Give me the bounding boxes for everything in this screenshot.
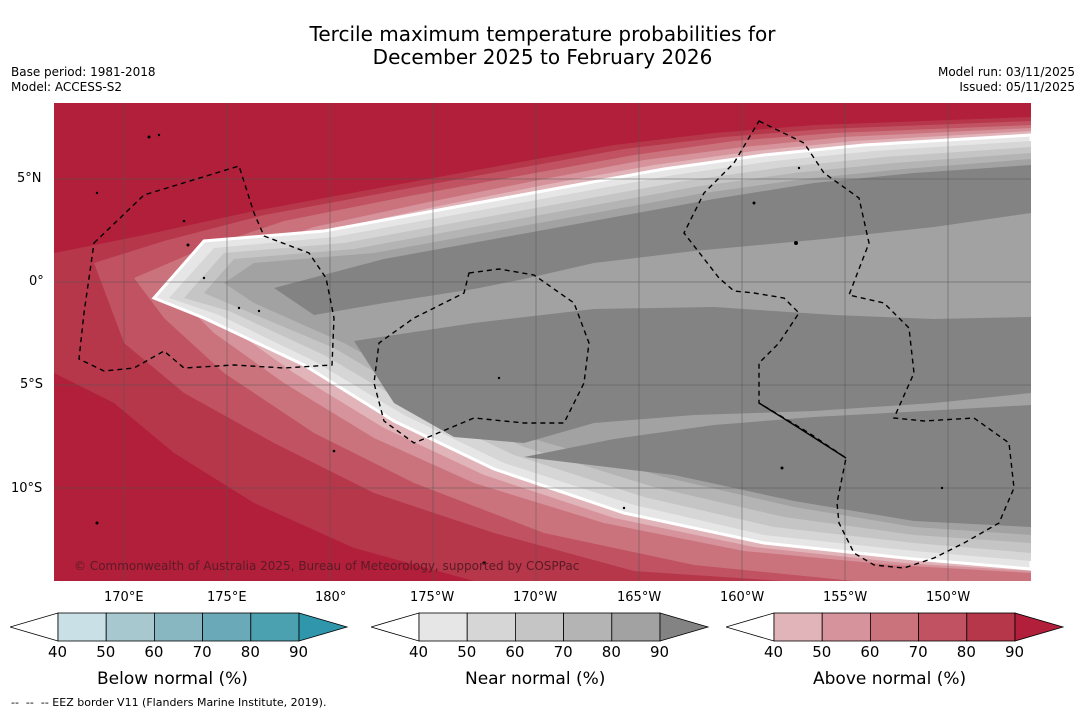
colorbar-below-tick: 70 bbox=[192, 643, 212, 661]
near-normal-90-band bbox=[354, 307, 1031, 443]
colorbar-below-cell bbox=[105, 612, 155, 642]
colorbar-above-under-triangle bbox=[726, 612, 775, 642]
colorbar-below-cell bbox=[153, 612, 203, 642]
lat-label-5s: 5°S bbox=[20, 377, 44, 392]
lon-label-150w: 150°W bbox=[926, 590, 971, 605]
eez-border bbox=[373, 268, 590, 444]
colorbar-above-tick: 70 bbox=[908, 643, 928, 661]
lon-label-160w: 160°W bbox=[720, 590, 765, 605]
eez-border bbox=[78, 165, 335, 372]
colorbar-below-cell bbox=[202, 612, 252, 642]
colorbar-near-over-triangle bbox=[659, 612, 710, 642]
colorbar-above-cell bbox=[966, 612, 1016, 642]
colorbar-above-tick: 60 bbox=[860, 643, 880, 661]
colorbar-near-cell bbox=[514, 612, 564, 642]
colorbar-near-tick: 80 bbox=[601, 643, 621, 661]
eez-borders bbox=[78, 120, 1015, 569]
colorbar-above-cell bbox=[869, 612, 919, 642]
colorbar-near-cell bbox=[611, 612, 661, 642]
near-normal-90-band bbox=[274, 165, 1031, 315]
model-run: Model run: 03/11/2025 bbox=[937, 65, 1075, 79]
chart-title-line1: Tercile maximum temperature probabilitie… bbox=[309, 22, 776, 46]
colorbar-near-under-triangle bbox=[371, 612, 420, 642]
eez-border bbox=[683, 120, 1015, 569]
near-normal-90-band bbox=[524, 405, 1031, 527]
lat-label-10s: 10°S bbox=[11, 481, 43, 496]
colorbar-near-tick: 70 bbox=[553, 643, 573, 661]
issued-date: Issued: 05/11/2025 bbox=[959, 80, 1075, 94]
colorbar-below-title: Below normal (%) bbox=[97, 669, 248, 689]
colorbar-below bbox=[10, 612, 349, 642]
graticule bbox=[54, 103, 1031, 581]
colorbar-above-cell bbox=[773, 612, 823, 642]
colorbar-above bbox=[726, 612, 1065, 642]
colorbar-above-over-triangle bbox=[1014, 612, 1065, 642]
colorbar-below-under-triangle bbox=[10, 612, 59, 642]
colorbar-near-tick: 40 bbox=[409, 643, 429, 661]
colorbar-near-title: Near normal (%) bbox=[465, 669, 606, 689]
lon-label-155w: 155°W bbox=[823, 590, 868, 605]
base-period: Base period: 1981-2018 bbox=[11, 65, 156, 79]
eez-footnote: -- -- -- EEZ border V11 (Flanders Marine… bbox=[11, 696, 327, 709]
lat-label-5n: 5°N bbox=[17, 171, 42, 186]
colorbar-below-tick: 80 bbox=[240, 643, 260, 661]
colorbar-above-cell bbox=[821, 612, 871, 642]
lon-label-175w: 175°W bbox=[410, 590, 455, 605]
colorbar-below-tick: 90 bbox=[289, 643, 309, 661]
lon-label-170w: 170°W bbox=[513, 590, 558, 605]
colorbar-above-tick: 80 bbox=[956, 643, 976, 661]
colorbar-near-cell bbox=[418, 612, 468, 642]
colorbar-near-cell bbox=[563, 612, 613, 642]
colorbar-below-over-triangle bbox=[298, 612, 349, 642]
islands bbox=[95, 133, 944, 565]
colorbar-above-title: Above normal (%) bbox=[813, 669, 967, 689]
colorbar-near bbox=[371, 612, 710, 642]
lon-label-175e: 175°E bbox=[207, 590, 247, 605]
colorbar-below-tick: 50 bbox=[96, 643, 116, 661]
colorbar-above-tick: 40 bbox=[764, 643, 784, 661]
colorbar-above-tick: 90 bbox=[1005, 643, 1025, 661]
colorbar-below-tick: 60 bbox=[144, 643, 164, 661]
colorbar-above-cell bbox=[918, 612, 968, 642]
chart-title-line2: December 2025 to February 2026 bbox=[372, 45, 713, 69]
colorbar-near-cell bbox=[466, 612, 516, 642]
colorbar-near-tick: 90 bbox=[650, 643, 670, 661]
lon-label-170e: 170°E bbox=[104, 590, 144, 605]
model-name: Model: ACCESS-S2 bbox=[11, 80, 123, 94]
colorbar-near-tick: 60 bbox=[505, 643, 525, 661]
colorbar-below-tick: 40 bbox=[48, 643, 68, 661]
lat-label-0: 0° bbox=[29, 274, 44, 289]
lon-label-165w: 165°W bbox=[617, 590, 662, 605]
colorbar-above-tick: 50 bbox=[812, 643, 832, 661]
colorbar-below-cell bbox=[250, 612, 300, 642]
colorbar-below-cell bbox=[57, 612, 107, 642]
probability-map: © Commonwealth of Australia 2025, Bureau… bbox=[54, 103, 1031, 581]
eez-border-solid bbox=[758, 402, 847, 459]
map-credit: © Commonwealth of Australia 2025, Bureau… bbox=[74, 559, 579, 573]
colorbar-near-tick: 50 bbox=[457, 643, 477, 661]
lon-label-180: 180° bbox=[315, 590, 347, 605]
